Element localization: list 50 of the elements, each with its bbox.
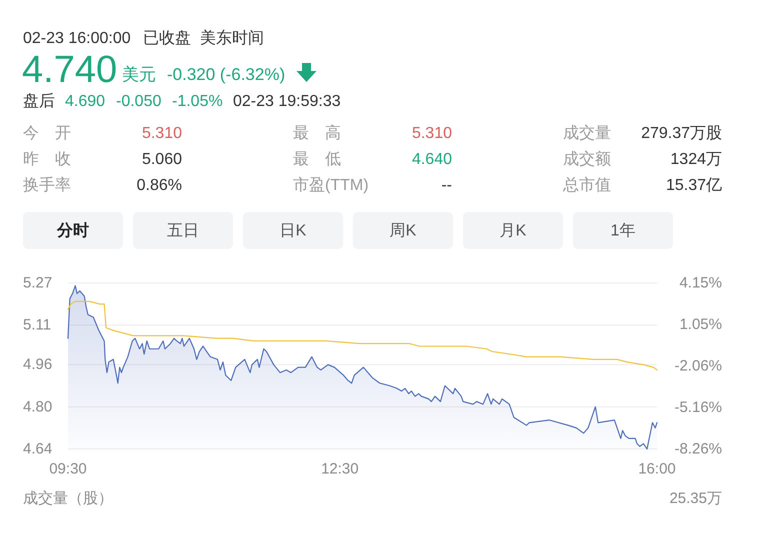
annotation: 成交额 (563, 151, 611, 168)
xtick: 16:00 (638, 460, 676, 478)
annotation: 成交量（股） (23, 490, 113, 507)
annotation: 0.86% (136, 177, 182, 194)
y2tick: -5.16% (674, 399, 722, 416)
annotation: 1324万 (670, 151, 722, 168)
ytick: 4.96 (23, 356, 52, 374)
y2tick: 1.05% (679, 316, 722, 333)
annotation: 成交量 (563, 125, 611, 142)
annotation: 5.310 (142, 125, 182, 142)
tab-label: 日K (280, 222, 306, 240)
annotation: 最 低 (293, 151, 341, 168)
annotation: 4.640 (412, 151, 452, 168)
annotation: -- (441, 177, 452, 194)
xtick: 12:30 (321, 460, 359, 478)
annotation: 5.060 (142, 151, 182, 168)
annotation: 279.37万股 (641, 125, 722, 142)
annotation: 昨 收 (23, 151, 71, 168)
annotation: 市盈(TTM) (293, 177, 369, 194)
annotation: 5.310 (412, 125, 452, 142)
y2tick: 4.15% (679, 274, 722, 292)
tab-label: 1年 (610, 222, 636, 240)
xtick: 09:30 (49, 460, 87, 478)
annotation: 美元 (122, 65, 156, 84)
tab-label: 月K (500, 222, 526, 240)
annotation: 今 开 (23, 125, 71, 142)
ytick: 5.27 (23, 274, 52, 292)
y2tick: -2.06% (674, 358, 722, 375)
annotation: -0.050 (116, 93, 162, 110)
annotation: 已收盘 (143, 30, 191, 47)
annotation: 4.740 (22, 49, 118, 91)
annotation: 最 高 (293, 125, 341, 142)
ytick: 4.64 (23, 440, 52, 458)
ytick: 4.80 (23, 398, 52, 416)
annotation: 4.690 (65, 93, 106, 110)
annotation: 换手率 (23, 177, 71, 194)
ytick: 5.11 (23, 316, 52, 334)
annotation: 15.37亿 (666, 177, 722, 194)
annotation: -0.320 (-6.32%) (167, 65, 286, 84)
annotation: 02-23 19:59:33 (233, 93, 341, 110)
tab-label: 五日 (167, 222, 199, 240)
annotation: 盘后 (23, 93, 55, 110)
tab-label: 分时 (57, 222, 89, 240)
annotation: 25.35万 (669, 490, 722, 507)
annotation: -1.05% (172, 93, 223, 110)
annotation: 美东时间 (200, 30, 264, 47)
annotation: 02-23 16:00:00 (23, 30, 131, 47)
annotation: 总市值 (563, 177, 611, 194)
y2tick: -8.26% (674, 440, 722, 458)
tab-label: 周K (390, 222, 416, 240)
